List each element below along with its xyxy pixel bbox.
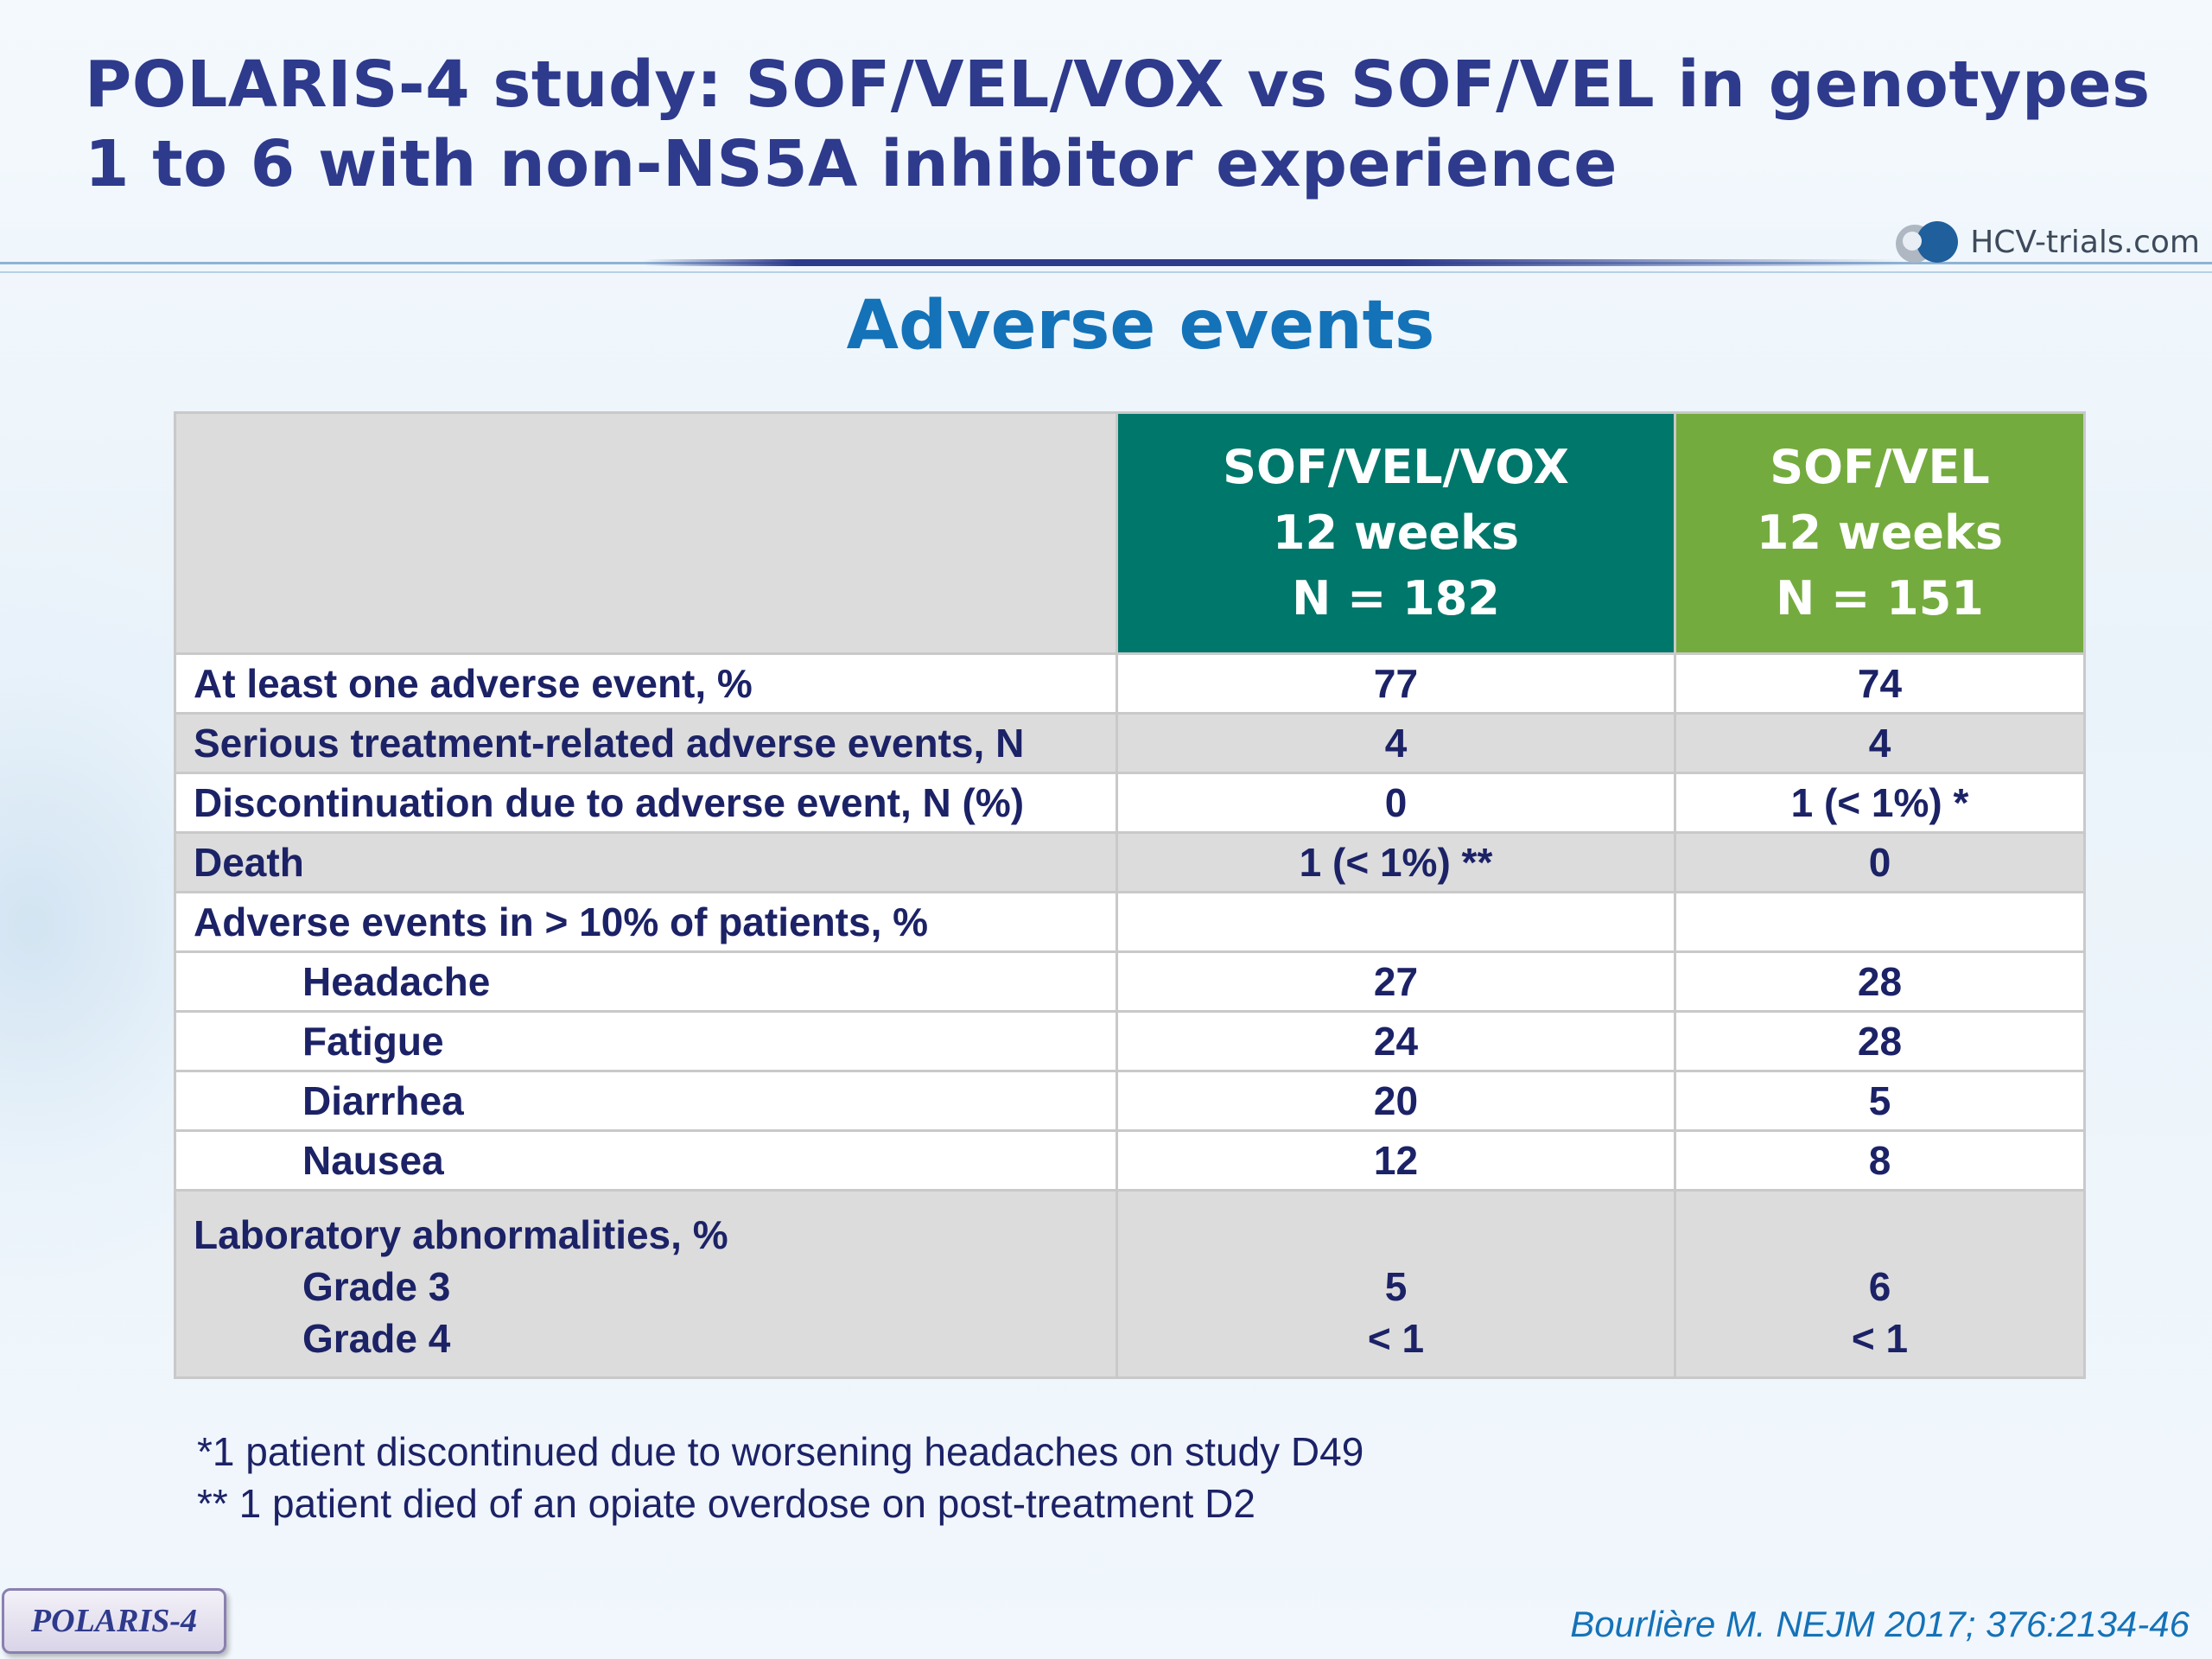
- value-sofvelvox: 24: [1116, 1010, 1676, 1072]
- value-sofvel: 28: [1674, 950, 2086, 1013]
- value-grade3: 5: [1384, 1264, 1408, 1309]
- row-label: Serious treatment-related adverse events…: [174, 712, 1118, 774]
- value-sofvelvox: 0: [1116, 772, 1676, 834]
- row-label: Laboratory abnormalities, %: [194, 1212, 728, 1257]
- section-subtitle: Adverse events: [846, 287, 1435, 365]
- capsule-logo-icon: [1896, 219, 1961, 264]
- header-duration: 12 weeks: [1756, 505, 2004, 560]
- value-sofvelvox: 1 (< 1%) **: [1116, 831, 1676, 893]
- footnotes: *1 patient discontinued due to worsening…: [197, 1426, 1363, 1529]
- table-row: Fatigue 24 28: [174, 1010, 2086, 1072]
- value-sofvelvox: 20: [1116, 1070, 1676, 1132]
- row-label: Fatigue: [174, 1010, 1118, 1072]
- table-row: Headache 27 28: [174, 950, 2086, 1013]
- row-label: Discontinuation due to adverse event, N …: [174, 772, 1118, 834]
- value-sofvelvox: 4: [1116, 712, 1676, 774]
- header-sofvel: SOF/VEL 12 weeks N = 151: [1674, 411, 2086, 655]
- site-logo: HCV-trials.com: [1896, 216, 2200, 268]
- value-sofvel: 1 (< 1%) *: [1674, 772, 2086, 834]
- table-row-lab-abnormalities: Laboratory abnormalities, % Grade 3 Grad…: [174, 1189, 2086, 1379]
- value-sofvelvox: 12: [1116, 1129, 1676, 1192]
- value-grade4: < 1: [1851, 1316, 1909, 1361]
- header-arm-name: SOF/VEL: [1770, 440, 1990, 494]
- row-label: Death: [174, 831, 1118, 893]
- table-row: Serious treatment-related adverse events…: [174, 712, 2086, 774]
- value-sofvel: 0: [1674, 831, 2086, 893]
- value-sofvelvox: [1116, 891, 1676, 953]
- table-row: Adverse events in > 10% of patients, %: [174, 891, 2086, 953]
- value-sofvel: 28: [1674, 1010, 2086, 1072]
- value-sofvel: 74: [1674, 652, 2086, 715]
- value-sofvel: 8: [1674, 1129, 2086, 1192]
- lab-label-cell: Laboratory abnormalities, % Grade 3 Grad…: [174, 1189, 1118, 1379]
- value-grade3: 6: [1868, 1264, 1891, 1309]
- row-label: Headache: [174, 950, 1118, 1013]
- lab-values-sofvelvox: 5 < 1: [1116, 1189, 1676, 1379]
- header-blank-cell: [174, 411, 1118, 655]
- title-rule-accent: [644, 259, 1905, 266]
- header-sofvelvox: SOF/VEL/VOX 12 weeks N = 182: [1116, 411, 1676, 655]
- row-label: At least one adverse event, %: [174, 652, 1118, 715]
- value-sofvelvox: 27: [1116, 950, 1676, 1013]
- footnote: ** 1 patient died of an opiate overdose …: [197, 1481, 1255, 1526]
- grade4-label: Grade 4: [302, 1316, 451, 1361]
- row-label: Adverse events in > 10% of patients, %: [174, 891, 1118, 953]
- row-label: Nausea: [174, 1129, 1118, 1192]
- footnote: *1 patient discontinued due to worsening…: [197, 1429, 1364, 1474]
- value-sofvel: [1674, 891, 2086, 953]
- header-arm-name: SOF/VEL/VOX: [1223, 440, 1569, 494]
- value-grade4: < 1: [1367, 1316, 1425, 1361]
- table-row: Nausea 12 8: [174, 1129, 2086, 1192]
- title-rule-lower: [0, 271, 2212, 273]
- table-row: Discontinuation due to adverse event, N …: [174, 772, 2086, 834]
- study-badge: POLARIS-4: [2, 1588, 226, 1654]
- header-n: N = 151: [1776, 571, 1984, 626]
- table-row: Diarrhea 20 5: [174, 1070, 2086, 1132]
- lab-values-sofvel: 6 < 1: [1674, 1189, 2086, 1379]
- table-row: At least one adverse event, % 77 74: [174, 652, 2086, 715]
- logo-text: HCV-trials.com: [1970, 224, 2200, 260]
- grade3-label: Grade 3: [302, 1264, 451, 1309]
- table-header-row: SOF/VEL/VOX 12 weeks N = 182 SOF/VEL 12 …: [174, 411, 2086, 655]
- adverse-events-table: SOF/VEL/VOX 12 weeks N = 182 SOF/VEL 12 …: [174, 411, 2086, 1379]
- slide-title-line1: POLARIS-4 study: SOF/VEL/VOX vs SOF/VEL …: [85, 48, 2151, 122]
- value-sofvelvox: 77: [1116, 652, 1676, 715]
- value-sofvel: 4: [1674, 712, 2086, 774]
- header-n: N = 182: [1292, 571, 1500, 626]
- value-sofvel: 5: [1674, 1070, 2086, 1132]
- slide-title-line2: 1 to 6 with non-NS5A inhibitor experienc…: [85, 127, 1618, 201]
- citation: Bourlière M. NEJM 2017; 376:2134-46: [1570, 1604, 2190, 1644]
- table-row: Death 1 (< 1%) ** 0: [174, 831, 2086, 893]
- header-duration: 12 weeks: [1272, 505, 1520, 560]
- slide-title: POLARIS-4 study: SOF/VEL/VOX vs SOF/VEL …: [85, 45, 2193, 204]
- row-label: Diarrhea: [174, 1070, 1118, 1132]
